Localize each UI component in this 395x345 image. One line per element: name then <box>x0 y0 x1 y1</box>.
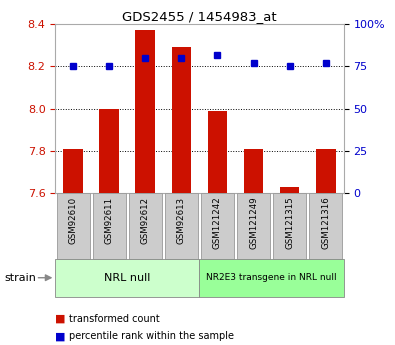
Text: GSM92610: GSM92610 <box>69 196 78 244</box>
Text: percentile rank within the sample: percentile rank within the sample <box>69 332 234 341</box>
Bar <box>171 47 191 193</box>
Bar <box>93 193 126 259</box>
Text: GSM121242: GSM121242 <box>213 196 222 249</box>
Bar <box>280 187 299 193</box>
Bar <box>100 109 119 193</box>
Text: NR2E3 transgene in NRL null: NR2E3 transgene in NRL null <box>206 273 337 282</box>
Bar <box>55 259 199 297</box>
Bar <box>208 111 228 193</box>
Bar <box>129 193 162 259</box>
Text: strain: strain <box>4 273 36 283</box>
Bar <box>135 30 155 193</box>
Text: GSM92612: GSM92612 <box>141 196 150 244</box>
Text: ■: ■ <box>55 314 66 324</box>
Bar <box>57 193 90 259</box>
Bar <box>64 149 83 193</box>
Text: GSM92613: GSM92613 <box>177 196 186 244</box>
Bar <box>165 193 198 259</box>
Title: GDS2455 / 1454983_at: GDS2455 / 1454983_at <box>122 10 277 23</box>
Text: ■: ■ <box>55 332 66 341</box>
Text: GSM121249: GSM121249 <box>249 196 258 249</box>
Bar <box>244 149 263 193</box>
Bar <box>309 193 342 259</box>
Bar <box>273 193 306 259</box>
Text: GSM121316: GSM121316 <box>321 196 330 249</box>
Bar <box>201 193 234 259</box>
Bar <box>199 259 344 297</box>
Text: GSM92611: GSM92611 <box>105 196 114 244</box>
Bar <box>237 193 270 259</box>
Bar <box>316 149 335 193</box>
Text: NRL null: NRL null <box>104 273 150 283</box>
Text: GSM121315: GSM121315 <box>285 196 294 249</box>
Text: transformed count: transformed count <box>69 314 160 324</box>
